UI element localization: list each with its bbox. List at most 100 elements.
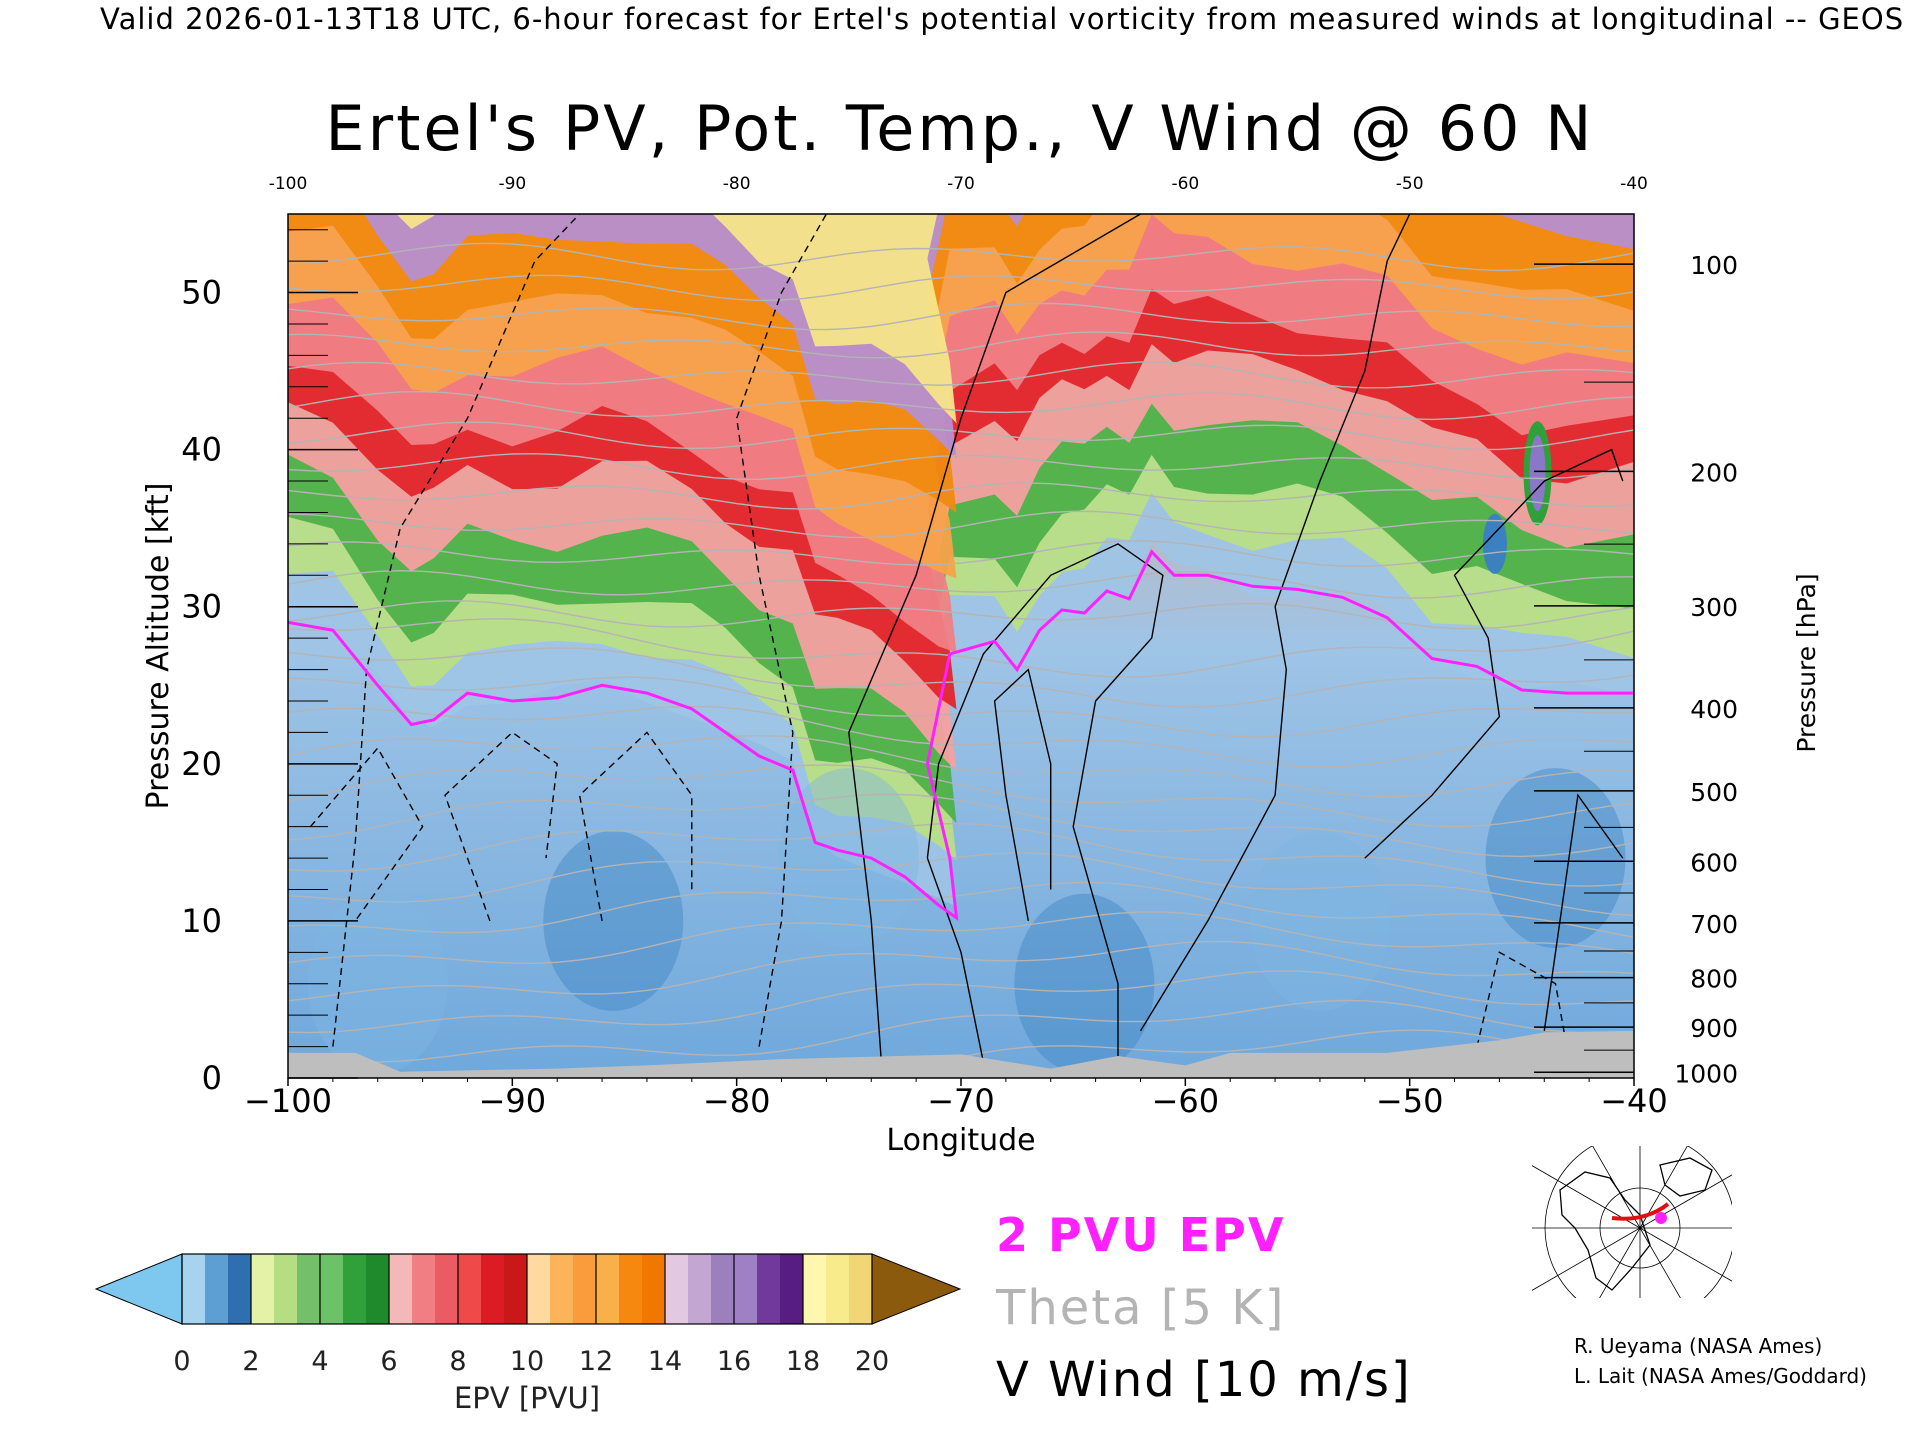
colorbar-tick-label: 0 [173, 1346, 190, 1377]
y-tick-label: 50 [181, 274, 222, 312]
pressure-tick-label: 800 [1690, 965, 1738, 994]
vwind-contour [578, 731, 693, 922]
inset-meridian [1599, 1227, 1641, 1298]
pv-2pvu-line [288, 549, 1634, 921]
epv-band [396, 214, 957, 424]
y-axis-label: Pressure Altitude [kft] [141, 483, 176, 810]
colorbar-swatch [389, 1254, 413, 1324]
colorbar-tick-label: 14 [648, 1346, 682, 1377]
colorbar-swatch [205, 1254, 229, 1324]
credit-line-1: R. Ueyama (NASA Ames) [1574, 1334, 1823, 1358]
theta-contour [288, 705, 1634, 768]
inset-coastline [1559, 1171, 1651, 1291]
legend-theta-label: Theta [5 K] [996, 1280, 1286, 1336]
y-tick-label: 30 [181, 588, 222, 626]
theta-contour [288, 540, 1634, 568]
inset-background [1532, 1146, 1732, 1298]
y2-axis-label: Pressure [hPa] [1792, 573, 1821, 752]
legend-vwind-label: V Wind [10 m/s] [996, 1352, 1412, 1408]
y-tick-label: 0 [202, 1059, 222, 1097]
colorbar-tick-label: 18 [786, 1346, 820, 1377]
epv-blob [1482, 513, 1507, 574]
pressure-tick-label: 1000 [1674, 1059, 1738, 1088]
top-tick-label: -90 [498, 174, 526, 194]
pressure-tick-label: 600 [1690, 848, 1738, 877]
vwind-contour [309, 746, 424, 922]
theta-contour [288, 911, 1634, 965]
x-axis-label: Longitude [886, 1123, 1035, 1158]
colorbar-swatch [849, 1254, 873, 1324]
theta-contour [288, 940, 1634, 1002]
colorbar-swatch [642, 1254, 666, 1324]
inset-meridian [1639, 1146, 1688, 1229]
colorbar-swatch [527, 1254, 551, 1324]
theta-contour [288, 822, 1634, 887]
epv-blob [307, 893, 448, 1074]
colorbar-swatch [688, 1254, 712, 1324]
top-tick-label: -100 [269, 174, 308, 194]
vwind-contour [444, 731, 558, 922]
colorbar-tick-label: 6 [380, 1346, 397, 1377]
epv-blob [1249, 830, 1390, 1011]
colorbar-swatch [412, 1254, 436, 1324]
header-text: Valid 2026-01-13T18 UTC, 6-hour forecast… [100, 2, 1905, 36]
colorbar: 0 2 4 6 8 10 12 14 16 18 20 EPV [PVU] [94, 1253, 962, 1415]
colorbar-swatch [734, 1254, 758, 1324]
pressure-tick-label: 100 [1690, 251, 1738, 280]
theta-contour [288, 999, 1634, 1063]
vwind-contours [309, 214, 1624, 1078]
colorbar-tick-label: 10 [510, 1346, 544, 1377]
theta-contour [288, 676, 1634, 738]
x-tick-label: −90 [479, 1082, 547, 1120]
epv-blob [778, 768, 919, 949]
top-tick-label: -50 [1396, 174, 1424, 194]
top-tick-label: -70 [947, 174, 975, 194]
epv-blob [1014, 893, 1155, 1074]
terrain-mask [288, 1030, 1634, 1078]
x-tick-label: −70 [927, 1082, 995, 1120]
colorbar-swatch [274, 1254, 298, 1324]
epv-blob [543, 830, 684, 1011]
pressure-tick-label: 400 [1690, 695, 1738, 724]
x-tick-label: −50 [1376, 1082, 1444, 1120]
vwind-contour [848, 214, 1141, 1078]
theta-contour [288, 242, 1634, 272]
theta-contour [288, 764, 1634, 828]
theta-contour [288, 852, 1634, 917]
theta-contour [288, 361, 1634, 389]
colorbar-swatch [435, 1254, 459, 1324]
inset-meridian [1639, 1227, 1681, 1298]
theta-contour [288, 331, 1634, 359]
inset-meridian [1532, 1227, 1641, 1291]
inset-section-line [1611, 1202, 1670, 1221]
colorbar-swatch [619, 1254, 643, 1324]
colorbar-frame [181, 1253, 873, 1325]
top-tick-label: -40 [1620, 174, 1648, 194]
x-tick-label: −40 [1600, 1082, 1668, 1120]
epv-blob [1485, 768, 1626, 949]
y-tick-label: 10 [181, 902, 222, 940]
colorbar-swatch [182, 1254, 206, 1324]
theta-contour [288, 390, 1634, 421]
colorbar-swatch [481, 1254, 505, 1324]
x-tick-label: −60 [1152, 1082, 1220, 1120]
y-tick-label: 20 [181, 745, 222, 783]
x-tick-label: −80 [703, 1082, 771, 1120]
colorbar-swatch [458, 1254, 482, 1324]
colorbar-swatch [573, 1254, 597, 1324]
vwind-contour [1543, 793, 1624, 1031]
pressure-tick-label: 900 [1690, 1014, 1738, 1043]
chart-title: Ertel's PV, Pot. Temp., V Wind @ 60 N [325, 92, 1595, 165]
theta-contour [288, 618, 1634, 678]
colorbar-swatch [251, 1254, 275, 1324]
pressure-tick-label: 500 [1690, 778, 1738, 807]
theta-contour [288, 970, 1634, 1034]
pressure-tick-label: 300 [1690, 593, 1738, 622]
theta-contour [288, 881, 1634, 938]
inset-map [1532, 1146, 1732, 1298]
theta-contour [288, 510, 1634, 539]
theta-contour [288, 734, 1634, 798]
colorbar-tick-label: 16 [717, 1346, 751, 1377]
colorbar-swatch [297, 1254, 321, 1324]
colorbar-swatch [343, 1254, 367, 1324]
